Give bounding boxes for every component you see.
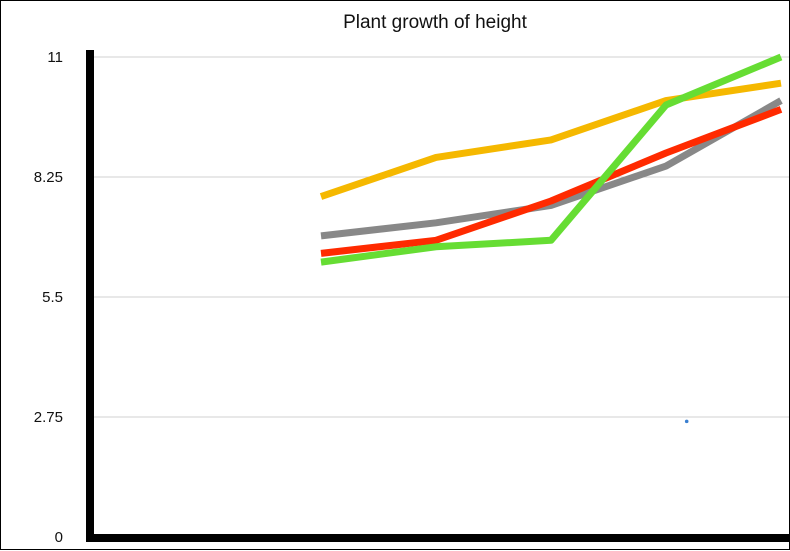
y-tick-label-3: 8.25 <box>34 169 63 186</box>
y-axis-line <box>86 50 94 542</box>
annotation-layer <box>685 420 689 424</box>
series-lines <box>321 57 781 262</box>
y-tick-label-4: 11 <box>47 49 63 66</box>
axes <box>86 50 790 542</box>
annotation-dot <box>685 420 689 424</box>
y-tick-label-1: 2.75 <box>34 409 63 426</box>
y-tick-label-2: 5.5 <box>42 289 63 306</box>
x-axis-line <box>86 534 790 542</box>
y-tick-label-0: 0 <box>55 529 63 546</box>
series-line-2 <box>321 109 781 253</box>
chart-title: Plant growth of height <box>343 12 528 33</box>
series-line-1 <box>321 101 781 236</box>
y-axis-ticks: 0 2.75 5.5 8.25 11 <box>34 49 63 546</box>
